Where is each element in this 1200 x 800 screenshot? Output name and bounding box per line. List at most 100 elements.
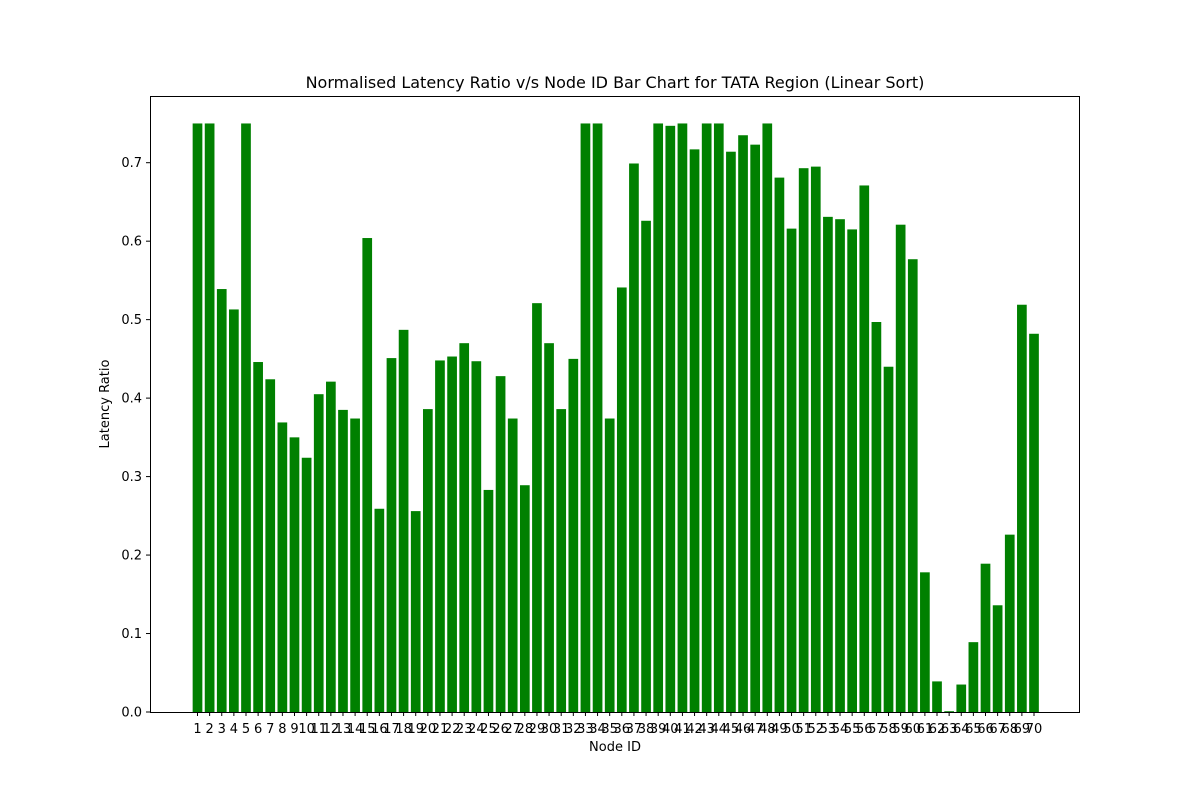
bar-node-44 bbox=[713, 123, 724, 712]
x-tick-label: 41 bbox=[674, 722, 691, 737]
x-tick-label: 59 bbox=[892, 722, 909, 737]
bar-node-40 bbox=[665, 125, 676, 712]
x-tick-label: 47 bbox=[747, 722, 764, 737]
x-tick-label: 53 bbox=[820, 722, 837, 737]
x-tick-label: 21 bbox=[432, 722, 449, 737]
x-axis-label: Node ID bbox=[589, 740, 641, 755]
x-tick-label: 39 bbox=[650, 722, 667, 737]
bar-node-24 bbox=[471, 361, 482, 712]
bar-node-14 bbox=[350, 418, 360, 712]
x-tick-label: 9 bbox=[290, 722, 298, 737]
chart-title: Normalised Latency Ratio v/s Node ID Bar… bbox=[306, 73, 925, 92]
x-tick-label: 15 bbox=[359, 722, 376, 737]
bar-node-60 bbox=[907, 259, 918, 712]
y-tick-label: 0.1 bbox=[121, 627, 142, 642]
x-tick-label: 37 bbox=[626, 722, 643, 737]
x-tick-label: 22 bbox=[444, 722, 461, 737]
bar-node-56 bbox=[859, 185, 870, 712]
x-tick-label: 17 bbox=[383, 722, 400, 737]
y-tick-label: 0.0 bbox=[121, 706, 142, 721]
bar-node-36 bbox=[616, 287, 627, 712]
x-tick-label: 60 bbox=[904, 722, 921, 737]
x-tick-label: 48 bbox=[759, 722, 776, 737]
x-tick-label: 8 bbox=[278, 722, 286, 737]
bar-node-69 bbox=[1017, 304, 1027, 712]
x-tick-label: 44 bbox=[711, 722, 728, 737]
bar-node-25 bbox=[483, 489, 494, 712]
x-tick-label: 20 bbox=[420, 722, 437, 737]
bar-node-19 bbox=[410, 511, 421, 712]
x-tick-label: 31 bbox=[553, 722, 570, 737]
bar-node-65 bbox=[968, 642, 979, 712]
x-tick-label: 65 bbox=[965, 722, 982, 737]
bar-node-34 bbox=[592, 123, 603, 712]
x-tick-label: 18 bbox=[395, 722, 412, 737]
bar-node-59 bbox=[895, 224, 906, 712]
x-tick-label: 69 bbox=[1014, 722, 1031, 737]
y-tick-label: 0.4 bbox=[121, 392, 142, 407]
y-axis-ticks: 0.0 0.1 0.2 0.3 0.4 0.5 0.6 0.7 bbox=[121, 156, 150, 721]
bar-node-6 bbox=[253, 362, 263, 712]
x-tick-label: 61 bbox=[917, 722, 934, 737]
x-tick-label: 35 bbox=[601, 722, 618, 737]
bar-node-18 bbox=[398, 329, 409, 712]
y-tick-label: 0.2 bbox=[121, 549, 142, 564]
bar-node-10 bbox=[301, 457, 312, 712]
x-tick-label: 4 bbox=[230, 722, 238, 737]
bar-node-48 bbox=[762, 123, 773, 712]
bar-node-13 bbox=[338, 409, 348, 712]
bar-node-67 bbox=[992, 605, 1003, 712]
x-tick-label: 54 bbox=[832, 722, 849, 737]
x-tick-label: 2 bbox=[205, 722, 213, 737]
bar-node-21 bbox=[435, 360, 445, 712]
x-tick-label: 58 bbox=[880, 722, 897, 737]
bar-node-66 bbox=[980, 563, 991, 712]
x-tick-label: 26 bbox=[492, 722, 509, 737]
x-tick-label: 63 bbox=[941, 722, 958, 737]
x-axis-ticks: 1 2 3 4 5 6 7 8 9 1011121314151617181920212223242… bbox=[193, 712, 1042, 737]
x-tick-label: 6 bbox=[254, 722, 262, 737]
bar-node-64 bbox=[956, 684, 967, 712]
bar-node-42 bbox=[689, 149, 700, 713]
bar-node-2 bbox=[204, 123, 215, 712]
bar-node-49 bbox=[774, 177, 785, 713]
bar-node-15 bbox=[362, 238, 373, 712]
x-tick-label: 5 bbox=[242, 722, 250, 737]
bar-node-7 bbox=[265, 379, 276, 712]
x-tick-label: 23 bbox=[456, 722, 473, 737]
bar-node-37 bbox=[629, 163, 639, 713]
x-tick-label: 57 bbox=[868, 722, 885, 737]
x-tick-label: 36 bbox=[614, 722, 631, 737]
bars-group bbox=[192, 123, 1039, 713]
x-tick-label: 55 bbox=[844, 722, 861, 737]
bar-node-38 bbox=[641, 220, 651, 712]
x-tick-label: 70 bbox=[1026, 722, 1043, 737]
bar-node-51 bbox=[798, 168, 809, 712]
x-tick-label: 50 bbox=[783, 722, 800, 737]
x-tick-label: 45 bbox=[723, 722, 740, 737]
bar-node-9 bbox=[289, 437, 300, 712]
bar-node-28 bbox=[519, 485, 530, 712]
x-tick-label: 52 bbox=[808, 722, 825, 737]
bar-node-11 bbox=[313, 394, 324, 712]
bar-node-54 bbox=[835, 219, 845, 712]
x-tick-label: 38 bbox=[638, 722, 655, 737]
bar-node-20 bbox=[422, 409, 433, 712]
bar-node-35 bbox=[604, 418, 615, 712]
bar-node-46 bbox=[738, 135, 748, 713]
bar-node-52 bbox=[810, 166, 821, 712]
bar-node-17 bbox=[386, 358, 397, 712]
x-tick-label: 14 bbox=[347, 722, 364, 737]
bar-node-70 bbox=[1029, 333, 1039, 712]
bar-node-22 bbox=[447, 356, 457, 712]
y-tick-label: 0.7 bbox=[121, 156, 142, 171]
y-axis-label: Latency Ratio bbox=[98, 360, 113, 449]
x-tick-label: 64 bbox=[953, 722, 970, 737]
x-tick-label: 13 bbox=[335, 722, 352, 737]
x-tick-label: 7 bbox=[266, 722, 274, 737]
bar-node-50 bbox=[786, 228, 797, 712]
x-tick-label: 11 bbox=[310, 722, 327, 737]
bar-node-8 bbox=[277, 422, 288, 712]
bar-node-31 bbox=[556, 409, 567, 712]
